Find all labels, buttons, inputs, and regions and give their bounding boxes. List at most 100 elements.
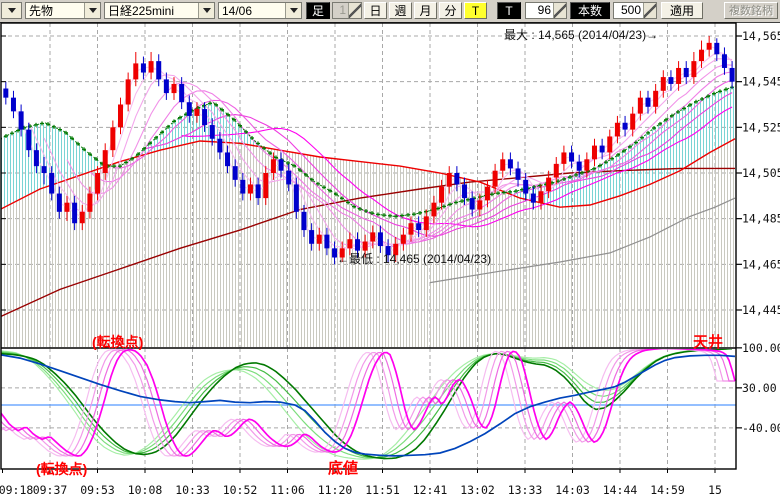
candle xyxy=(721,54,727,68)
candle xyxy=(683,67,689,78)
candle xyxy=(653,90,659,107)
candle xyxy=(546,177,552,192)
min-annotation: ←最低 : 14,465 (2014/04/23) xyxy=(337,252,492,266)
candle xyxy=(247,184,253,194)
time-axis-label: 11:51 xyxy=(365,483,400,497)
time-axis-label: 10:52 xyxy=(223,483,258,497)
contract-month-dropdown[interactable]: 14/06 xyxy=(218,2,302,19)
candle xyxy=(56,193,62,212)
candle xyxy=(676,67,682,84)
candle xyxy=(454,172,460,185)
chevron-down-icon[interactable] xyxy=(84,3,100,18)
price-axis-label: 14,445 xyxy=(742,303,780,317)
candle xyxy=(347,239,353,249)
daily-button[interactable]: 日 xyxy=(364,2,387,19)
candle xyxy=(691,61,697,78)
candle xyxy=(614,122,620,137)
minute-button[interactable]: 分 xyxy=(439,2,462,19)
cyan-hatch-area xyxy=(510,86,735,208)
candle xyxy=(584,159,590,171)
time-axis-label: 10:08 xyxy=(128,483,163,497)
candle xyxy=(714,42,720,55)
candle xyxy=(507,159,513,169)
monthly-button[interactable]: 月 xyxy=(414,2,437,19)
candle xyxy=(523,179,529,194)
candle xyxy=(645,97,651,107)
time-axis-label: 14:03 xyxy=(555,483,590,497)
candle xyxy=(217,138,223,153)
candle xyxy=(729,67,735,82)
candle xyxy=(95,172,101,194)
multi-symbol-button[interactable]: 複数銘柄 xyxy=(724,2,778,19)
candle xyxy=(186,102,192,116)
candle xyxy=(400,234,406,244)
candle xyxy=(49,172,55,194)
candle xyxy=(339,248,345,258)
time-axis-label: 13:02 xyxy=(460,483,495,497)
candle xyxy=(607,136,613,153)
candle xyxy=(10,97,16,112)
candle xyxy=(553,163,559,178)
candle xyxy=(324,234,330,249)
time-axis-label: 12:41 xyxy=(413,483,448,497)
candle xyxy=(393,243,399,256)
candle xyxy=(240,179,246,194)
oscillator-axis-label: -40.00 xyxy=(742,421,780,435)
candle xyxy=(576,161,582,171)
candle xyxy=(309,230,315,244)
category-dropdown[interactable]: 先物 xyxy=(25,2,101,19)
candle xyxy=(668,77,674,84)
weekly-button[interactable]: 週 xyxy=(389,2,412,19)
candle xyxy=(637,97,643,114)
interval-spinner: 1 xyxy=(332,2,362,19)
candle xyxy=(64,202,70,212)
candle xyxy=(332,248,338,258)
candle xyxy=(462,184,468,199)
symbol-dropdown[interactable]: 日経225mini xyxy=(104,2,215,19)
apply-button[interactable]: 適用 xyxy=(661,2,703,19)
chevron-down-icon[interactable] xyxy=(198,3,214,18)
candle xyxy=(316,234,322,244)
candle xyxy=(26,129,32,151)
time-axis-label: 14:44 xyxy=(603,483,638,497)
tick-button-active[interactable]: T xyxy=(464,2,487,19)
candle xyxy=(156,61,162,80)
chevron-down-icon[interactable] xyxy=(2,3,21,18)
candle xyxy=(125,79,131,105)
time-axis-label: 09:37 xyxy=(33,483,68,497)
candle xyxy=(377,232,383,247)
bar-count-spinner[interactable]: 500 xyxy=(613,2,657,19)
candle xyxy=(293,184,299,212)
price-axis-label: 14,505 xyxy=(742,166,780,180)
candle xyxy=(202,109,208,126)
candle xyxy=(354,239,360,251)
candle xyxy=(500,159,506,171)
candle xyxy=(117,104,123,128)
tick-size-spinner[interactable]: 96 xyxy=(525,2,567,19)
oscillator-axis-label: 100.00 xyxy=(742,341,780,355)
candle xyxy=(110,127,116,151)
time-axis-label: 10:33 xyxy=(175,483,210,497)
time-axis-label: 11:06 xyxy=(270,483,305,497)
candle xyxy=(385,246,391,256)
time-axis-label: 11:20 xyxy=(318,483,353,497)
turn-point-bottom-label: (転換点) xyxy=(36,461,88,477)
candle xyxy=(423,216,429,231)
mini-dropdown[interactable] xyxy=(1,2,22,19)
spinner-icon[interactable] xyxy=(553,3,566,18)
oscillator-panel[interactable] xyxy=(0,348,736,469)
spinner-icon xyxy=(348,3,361,18)
spinner-icon[interactable] xyxy=(643,3,656,18)
candle xyxy=(699,49,705,62)
candle xyxy=(171,83,177,94)
chevron-down-icon[interactable] xyxy=(285,3,301,18)
price-panel[interactable] xyxy=(0,23,736,348)
price-axis-label: 14,485 xyxy=(742,212,780,226)
candle xyxy=(561,152,567,164)
time-axis-label: 14:59 xyxy=(650,483,685,497)
candle xyxy=(530,193,536,203)
candle xyxy=(591,145,597,160)
candle xyxy=(431,202,437,217)
time-axis-label: 09:18 xyxy=(0,483,33,497)
